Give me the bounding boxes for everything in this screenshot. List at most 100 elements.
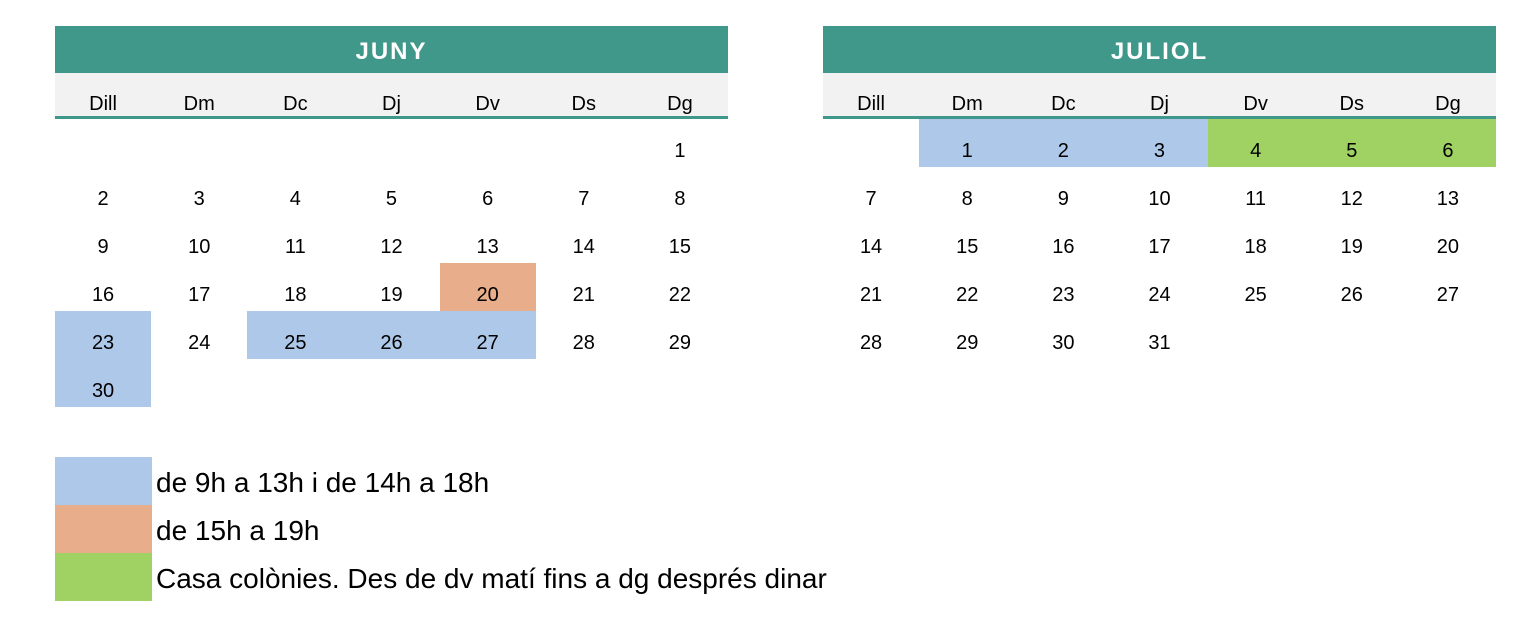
weekday-label: Dc [283, 93, 308, 115]
day-cell: 26 [1340, 284, 1363, 306]
empty-day-cell [536, 359, 632, 407]
week-row: 2 3 4 5 6 7 8 [55, 167, 728, 215]
week-row: 7 8 9 10 11 12 13 [823, 167, 1496, 215]
empty-day-cell [247, 119, 343, 167]
weekday-label: Dv [475, 93, 500, 115]
empty-day-cell [536, 119, 632, 167]
weekday-label: Dj [382, 93, 401, 115]
day-cell: 4 [289, 188, 301, 210]
day-cell: 22 [668, 284, 692, 306]
legend: de 9h a 13h i de 14h a 18h de 15h a 19h … [55, 457, 827, 601]
week-row: 28 29 30 31 [823, 311, 1496, 359]
day-cell: 30 [55, 359, 152, 407]
calendar-june: JUNY Dill Dm Dc Dj Dv Ds Dg 1 2 3 4 5 6 7 8 9 10 11 12 13 1… [55, 26, 728, 407]
week-row: 14 15 16 17 18 19 20 [823, 215, 1496, 263]
day-cell: 14 [572, 236, 595, 258]
empty-day-cell [1304, 311, 1400, 359]
day-cell: 29 [668, 332, 692, 354]
calendar-july: JULIOL Dill Dm Dc Dj Dv Ds Dg 1 2 3 4 5 6 7 8 9 10 11 12 1… [823, 26, 1496, 359]
week-row: 16 17 18 19 20 21 22 [55, 263, 728, 311]
weekday-label: Dill [89, 93, 117, 115]
day-cell: 7 [578, 188, 590, 210]
day-cell: 1 [674, 140, 686, 162]
day-cell: 10 [188, 236, 211, 258]
weekday-label: Dill [857, 93, 885, 115]
empty-day-cell [1208, 311, 1304, 359]
week-row: 9 10 11 12 13 14 15 [55, 215, 728, 263]
month-title: JULIOL [823, 26, 1496, 73]
weekday-label: Dm [183, 93, 215, 115]
day-cell: 27 [1436, 284, 1460, 306]
weekday-label: Ds [1339, 93, 1364, 115]
day-cell: 13 [1436, 188, 1460, 210]
legend-label: de 15h a 19h [156, 515, 320, 546]
day-cell: 5 [1303, 119, 1400, 167]
day-cell: 19 [380, 284, 403, 306]
empty-day-cell [632, 359, 728, 407]
day-cell: 27 [439, 311, 536, 359]
weekday-label: Dv [1243, 93, 1268, 115]
weekday-header-row: Dill Dm Dc Dj Dv Ds Dg [823, 73, 1496, 119]
day-cell: 20 [1436, 236, 1460, 258]
day-cell: 21 [859, 284, 883, 306]
day-cell: 24 [188, 332, 211, 354]
day-cell: 6 [1399, 119, 1496, 167]
day-cell: 26 [343, 311, 440, 359]
empty-day-cell [247, 359, 343, 407]
empty-day-cell [1400, 311, 1496, 359]
day-cell: 1 [919, 119, 1016, 167]
legend-item: de 15h a 19h [55, 505, 827, 553]
day-cell: 25 [247, 311, 344, 359]
weekday-label: Ds [571, 93, 596, 115]
month-title: JUNY [55, 26, 728, 73]
day-cell: 15 [668, 236, 692, 258]
calendar-weeks: 1 2 3 4 5 6 7 8 9 10 11 12 13 14 15 16 17 18 19 20 21 22 23 24 2… [55, 119, 728, 407]
legend-swatch [55, 505, 152, 553]
day-cell: 16 [91, 284, 115, 306]
legend-label: Casa colònies. Des de dv matí fins a dg … [156, 563, 827, 594]
empty-day-cell [440, 359, 536, 407]
weekday-label: Dm [951, 93, 983, 115]
day-cell: 23 [55, 311, 152, 359]
day-cell: 15 [956, 236, 979, 258]
day-cell: 18 [1244, 236, 1267, 258]
empty-day-cell [440, 119, 536, 167]
day-cell: 8 [961, 188, 973, 210]
day-cell: 12 [1340, 188, 1363, 210]
legend-item: de 9h a 13h i de 14h a 18h [55, 457, 827, 505]
weekday-label: Dj [1150, 93, 1169, 115]
day-cell: 25 [1244, 284, 1267, 306]
day-cell: 28 [572, 332, 595, 354]
week-row: 30 [55, 359, 728, 407]
day-cell: 7 [865, 188, 877, 210]
day-cell: 19 [1340, 236, 1363, 258]
day-cell: 10 [1148, 188, 1171, 210]
empty-day-cell [343, 359, 439, 407]
empty-day-cell [55, 119, 151, 167]
day-cell: 6 [482, 188, 494, 210]
day-cell: 30 [1052, 332, 1075, 354]
day-cell: 29 [956, 332, 979, 354]
day-cell: 9 [97, 236, 109, 258]
day-cell: 20 [439, 263, 536, 311]
empty-day-cell [151, 119, 247, 167]
day-cell: 16 [1052, 236, 1075, 258]
legend-swatch [55, 553, 152, 601]
day-cell: 11 [1245, 188, 1267, 210]
week-row: 21 22 23 24 25 26 27 [823, 263, 1496, 311]
day-cell: 18 [284, 284, 307, 306]
day-cell: 14 [859, 236, 883, 258]
empty-day-cell [151, 359, 247, 407]
day-cell: 28 [859, 332, 883, 354]
weekday-label: Dc [1051, 93, 1076, 115]
legend-label: de 9h a 13h i de 14h a 18h [156, 467, 490, 498]
day-cell: 9 [1057, 188, 1069, 210]
day-cell: 23 [1052, 284, 1075, 306]
day-cell: 11 [284, 236, 306, 258]
calendar-weeks: 1 2 3 4 5 6 7 8 9 10 11 12 13 14 15 16 17 18 19 20 21 22 23 24 2… [823, 119, 1496, 359]
legend-item: Casa colònies. Des de dv matí fins a dg … [55, 553, 827, 601]
day-cell: 4 [1207, 119, 1304, 167]
day-cell: 31 [1148, 332, 1171, 354]
day-cell: 21 [572, 284, 595, 306]
